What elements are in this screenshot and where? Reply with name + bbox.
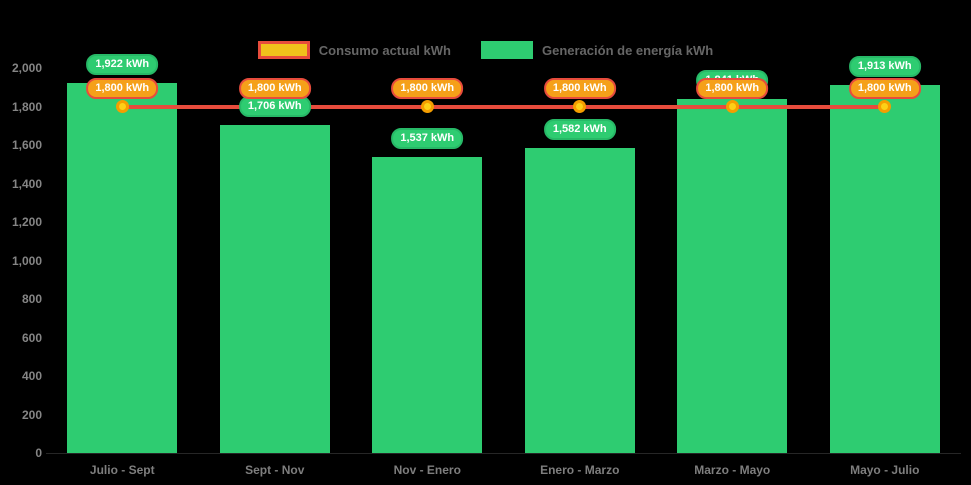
y-axis-tick-label: 0 — [35, 446, 42, 460]
y-axis-tick-label: 1,200 — [11, 215, 42, 229]
bar-nov-enero[interactable] — [372, 157, 483, 453]
consumption-value-badge: 1,800 kWh — [848, 77, 921, 99]
y-axis-tick-label: 400 — [21, 369, 42, 383]
bar-julio-sept[interactable] — [67, 83, 178, 453]
generation-value-badge: 1,913 kWh — [848, 55, 921, 77]
y-axis-tick-label: 800 — [21, 292, 42, 306]
consumption-line — [122, 104, 885, 109]
x-axis-category-label: Mayo - Julio — [850, 463, 920, 477]
y-axis-tick-label: 1,800 — [11, 99, 42, 114]
generation-value-badge: 1,582 kWh — [543, 119, 616, 141]
bar-mayo-julio[interactable] — [829, 84, 940, 453]
legend-label-consumo: Consumo actual kWh — [318, 42, 451, 58]
consumption-value-badge: 1,800 kWh — [391, 77, 464, 99]
bar-sept-nov[interactable] — [219, 124, 330, 453]
bar-enero-marzo[interactable] — [524, 148, 635, 453]
consumption-value-badge: 1,800 kWh — [696, 77, 769, 99]
x-axis-category-label: Sept - Nov — [245, 463, 305, 477]
generation-value-badge: 1,922 kWh — [86, 54, 159, 76]
line-point-marker[interactable] — [725, 100, 739, 113]
y-axis-tick-label: 1,000 — [11, 253, 42, 268]
legend-swatch-consumo-icon — [257, 41, 310, 59]
bar-marzo-mayo[interactable] — [677, 98, 788, 453]
x-axis-category-label: Enero - Marzo — [540, 463, 620, 477]
y-axis-tick-label: 2,000 — [11, 61, 42, 75]
x-axis-category-label: Marzo - Mayo — [694, 463, 771, 477]
generation-value-badge: 1,706 kWh — [238, 95, 311, 117]
line-point-marker[interactable] — [573, 100, 587, 113]
legend-item-consumo-actual[interactable]: Consumo actual kWh — [257, 41, 451, 59]
line-point-marker[interactable] — [115, 100, 129, 113]
legend-item-generacion[interactable]: Generación de energía kWh — [480, 41, 714, 59]
y-axis-tick-label: 200 — [21, 407, 42, 422]
line-point-marker[interactable] — [420, 100, 434, 113]
generation-value-badge: 1,537 kWh — [391, 128, 464, 150]
x-axis-category-label: Nov - Enero — [393, 463, 461, 477]
line-point-marker[interactable] — [878, 100, 892, 113]
consumption-value-badge: 1,800 kWh — [238, 77, 311, 99]
x-axis-line — [46, 453, 961, 454]
y-axis-tick-label: 1,400 — [11, 176, 42, 191]
consumption-value-badge: 1,800 kWh — [86, 77, 159, 99]
legend-swatch-generacion-icon — [480, 41, 533, 59]
chart-legend: Consumo actual kWh Generación de energía… — [0, 41, 971, 59]
y-axis-tick-label: 1,600 — [11, 138, 42, 152]
consumption-value-badge: 1,800 kWh — [543, 77, 616, 99]
y-axis-tick-label: 600 — [21, 330, 42, 345]
legend-label-generacion: Generación de energía kWh — [541, 42, 714, 58]
x-axis-category-label: Julio - Sept — [89, 463, 155, 477]
